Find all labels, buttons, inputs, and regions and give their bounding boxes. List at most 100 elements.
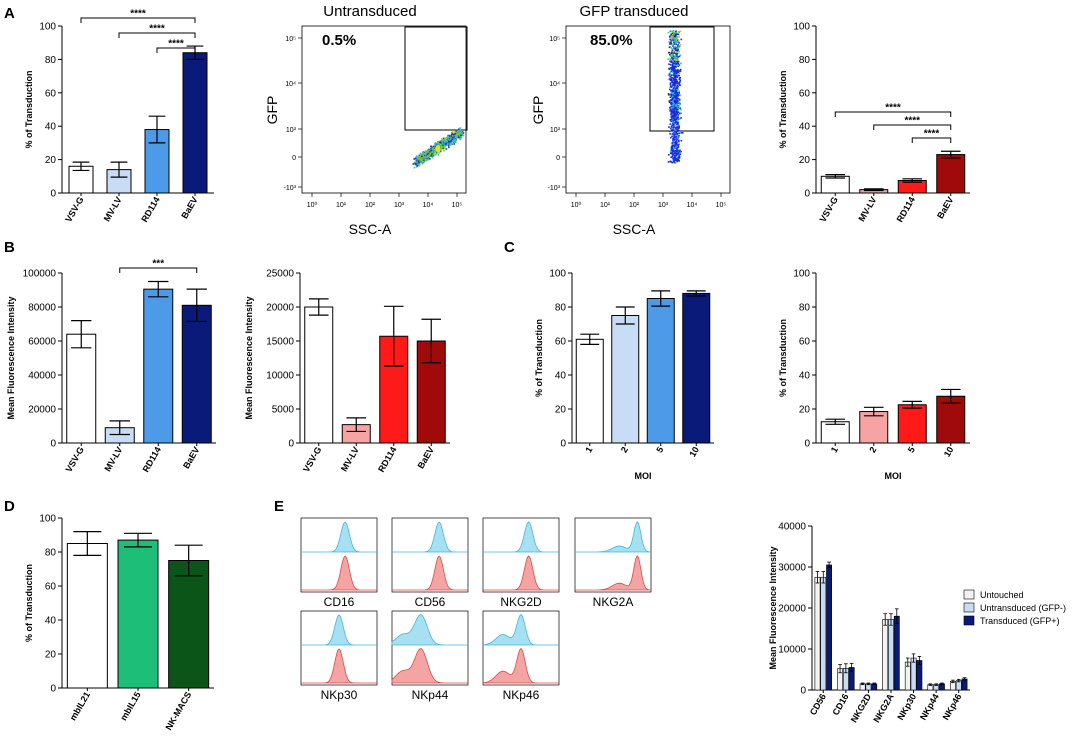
flow-events bbox=[667, 30, 684, 164]
event-dot bbox=[435, 147, 438, 150]
event-dot bbox=[676, 87, 679, 90]
histogram-nkg2a: NKG2A bbox=[574, 517, 652, 609]
y-tick-label: 10000 bbox=[266, 371, 294, 382]
x-tick-label: NK-MACS bbox=[163, 690, 193, 732]
flow-y-tick-label: 10³ bbox=[550, 127, 561, 134]
event-dot bbox=[670, 70, 672, 73]
x-tick-label: BaEV bbox=[935, 195, 955, 220]
event-dot bbox=[447, 138, 449, 141]
event-dot bbox=[674, 105, 676, 107]
event-dot bbox=[670, 152, 672, 155]
event-dot bbox=[677, 107, 680, 110]
event-dot bbox=[419, 158, 421, 160]
bar bbox=[882, 619, 889, 691]
y-tick-label: 5000 bbox=[272, 405, 295, 416]
event-dot bbox=[679, 54, 681, 57]
event-dot bbox=[454, 141, 457, 143]
event-dot bbox=[670, 90, 672, 92]
event-dot bbox=[674, 119, 676, 121]
x-tick-label: NKp30 bbox=[895, 692, 918, 722]
event-dot bbox=[422, 152, 424, 154]
event-dot bbox=[671, 49, 674, 51]
event-dot bbox=[673, 76, 676, 79]
chart-C_left: 0 20 40 60 80 100 % of Transduction MOI 1 2 5 10 bbox=[534, 269, 714, 481]
event-dot bbox=[678, 134, 680, 137]
event-dot bbox=[427, 153, 429, 155]
significance-bracket bbox=[118, 32, 196, 38]
flow-ylabel: GFP bbox=[530, 96, 546, 125]
event-dot bbox=[451, 135, 453, 137]
flow-xlabel: SSC-A bbox=[613, 221, 656, 237]
event-dot bbox=[672, 90, 675, 93]
y-axis-label: % of Transduction bbox=[24, 564, 34, 642]
event-dot bbox=[673, 81, 675, 84]
event-dot bbox=[669, 60, 671, 62]
event-dot bbox=[432, 147, 435, 149]
event-dot bbox=[676, 100, 679, 103]
event-dot bbox=[681, 132, 684, 134]
event-dot bbox=[432, 153, 435, 155]
event-dot bbox=[673, 113, 675, 116]
event-dot bbox=[674, 108, 677, 110]
event-dot bbox=[674, 35, 677, 38]
event-dot bbox=[678, 151, 680, 153]
event-dot bbox=[672, 142, 675, 145]
event-dot bbox=[679, 79, 682, 82]
event-dot bbox=[671, 34, 674, 36]
event-dot bbox=[673, 46, 675, 49]
event-dot bbox=[672, 86, 675, 89]
x-tick-label: 2 bbox=[619, 445, 630, 454]
event-dot bbox=[440, 144, 443, 147]
event-dot bbox=[677, 158, 680, 161]
event-dot bbox=[675, 107, 677, 109]
event-dot bbox=[451, 137, 454, 139]
event-dot bbox=[675, 104, 678, 106]
event-dot bbox=[671, 103, 674, 105]
event-dot bbox=[678, 132, 681, 135]
event-dot bbox=[672, 44, 674, 46]
event-dot bbox=[676, 144, 678, 146]
significance-bracket bbox=[80, 17, 196, 23]
y-tick-label: 25000 bbox=[266, 269, 294, 280]
event-dot bbox=[436, 149, 439, 152]
event-dot bbox=[671, 69, 673, 71]
event-dot bbox=[670, 55, 672, 57]
event-dot bbox=[669, 102, 672, 104]
event-dot bbox=[680, 112, 682, 114]
event-dot bbox=[439, 147, 442, 149]
significance-label: *** bbox=[152, 259, 164, 270]
event-dot bbox=[674, 84, 676, 87]
event-dot bbox=[677, 52, 680, 55]
event-dot bbox=[672, 131, 675, 133]
event-dot bbox=[669, 127, 672, 130]
x-tick-label: 1 bbox=[829, 445, 840, 454]
event-dot bbox=[672, 158, 674, 160]
event-dot bbox=[670, 99, 673, 102]
event-dot bbox=[675, 126, 677, 129]
y-tick-label: 80 bbox=[799, 303, 811, 314]
event-dot bbox=[678, 140, 680, 143]
event-dot bbox=[677, 48, 679, 50]
event-dot bbox=[673, 60, 675, 63]
event-dot bbox=[676, 91, 678, 94]
y-tick-label: 60 bbox=[799, 337, 811, 348]
y-tick-label: 0 bbox=[50, 684, 56, 695]
event-dot bbox=[674, 159, 677, 162]
flow-x-tick-label: 10⁵ bbox=[452, 202, 463, 209]
event-dot bbox=[678, 160, 680, 162]
event-dot bbox=[676, 137, 678, 140]
event-dot bbox=[679, 70, 682, 72]
event-dot bbox=[673, 65, 675, 68]
event-dot bbox=[440, 145, 443, 148]
event-dot bbox=[417, 160, 420, 162]
bar bbox=[575, 338, 604, 444]
event-dot bbox=[670, 116, 673, 119]
event-dot bbox=[671, 36, 674, 38]
event-dot bbox=[676, 36, 678, 38]
event-dot bbox=[673, 74, 676, 76]
event-dot bbox=[459, 136, 461, 138]
event-dot bbox=[672, 104, 674, 107]
event-dot bbox=[675, 66, 677, 68]
event-dot bbox=[675, 118, 677, 121]
event-dot bbox=[671, 89, 673, 91]
